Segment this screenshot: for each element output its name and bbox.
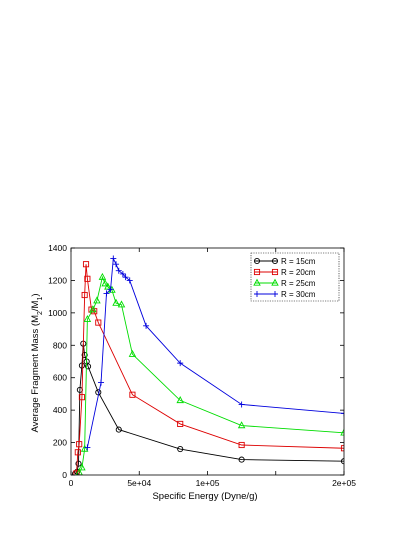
series-3-point-3 <box>80 444 89 452</box>
legend-marker-end-1 <box>271 257 279 265</box>
legend-entry-1: R = 15cm <box>253 257 316 266</box>
series-4-point-5 <box>110 255 117 262</box>
series-1-point-12 <box>177 446 184 453</box>
y-tick-label-6: 1000 <box>48 308 67 318</box>
series-3-point-7 <box>98 272 107 280</box>
series-2-point-11 <box>129 391 136 398</box>
series-2-point-7 <box>84 275 91 282</box>
series-4-point-2 <box>98 379 105 386</box>
series-3-point-2 <box>78 463 86 471</box>
x-tick-label-2: 5e+04 <box>127 478 151 488</box>
series-1-point-13 <box>238 456 245 463</box>
series-1-point-9 <box>85 363 92 370</box>
series-3-point-5 <box>89 305 97 313</box>
series-4-point-13 <box>238 401 245 408</box>
series-2-point-3 <box>76 441 83 448</box>
legend-marker-end-3 <box>271 278 279 286</box>
y-axis-label-main: Average Fragment Mass (M <box>30 315 41 433</box>
series-3-point-8 <box>101 279 109 287</box>
series-4-point-12 <box>177 360 184 367</box>
series-line-4 <box>86 256 344 448</box>
series-2-point-4 <box>78 394 85 401</box>
legend-label-2: R = 20cm <box>281 268 316 277</box>
legend-marker-end-4 <box>272 291 278 297</box>
y-tick-label-3: 400 <box>53 405 67 415</box>
series-4 <box>84 255 344 451</box>
series-4-point-4 <box>107 286 114 293</box>
series-4-point-6 <box>113 261 120 268</box>
series-3-point-14 <box>176 396 184 404</box>
series-3 <box>75 272 344 475</box>
legend: R = 15cm R = 20cm R = 25cm R = 30cm <box>250 252 340 302</box>
series-4-point-14 <box>341 410 344 417</box>
series-4-point-9 <box>122 274 129 281</box>
series-2-point-10 <box>95 319 102 326</box>
y-tick-label-7: 1200 <box>48 275 67 285</box>
series-2-point-13 <box>238 441 245 449</box>
y-tick-label-8: 1400 <box>48 243 67 253</box>
legend-label-1: R = 15cm <box>281 257 316 266</box>
series-4-point-3 <box>103 290 110 297</box>
y-tick-label-1: 0 <box>62 470 67 480</box>
legend-entry-4: R = 30cm <box>254 290 316 299</box>
x-tick-label-5: 2e+05 <box>332 478 356 488</box>
series-3-point-13 <box>128 349 137 357</box>
series-4-point-11 <box>143 322 150 329</box>
series-1-point-11 <box>115 426 122 433</box>
series-4-point-1 <box>84 444 91 451</box>
series-line-2 <box>76 264 344 474</box>
legend-label-4: R = 30cm <box>281 290 316 299</box>
axes-layer: 0 5e+04 1e+05 2e+05 0 200 400 600 800 1000 1200 140… <box>48 243 356 488</box>
series-line-1 <box>74 343 344 475</box>
legend-marker-start-3 <box>253 278 261 286</box>
y-tick-label-2: 200 <box>53 438 67 448</box>
legend-label-3: R = 25cm <box>281 279 316 288</box>
series-2-point-6 <box>82 261 90 268</box>
legend-marker-start-2 <box>253 268 261 276</box>
y-axis-label-mid: /M <box>30 300 41 311</box>
series-3-point-16 <box>340 428 344 436</box>
y-tick-label-4: 600 <box>53 373 67 383</box>
legend-entry-2: R = 20cm <box>253 268 316 277</box>
series-1-point-5 <box>78 362 85 369</box>
legend-marker-start-1 <box>253 257 261 265</box>
x-axis-label: Specific Energy (Dyne/g) <box>152 491 257 502</box>
series-4-point-8 <box>119 270 126 277</box>
y-axis-label-sub2: 1 <box>37 297 44 301</box>
series-3-point-11 <box>112 298 120 306</box>
series-2-point-12 <box>177 420 184 427</box>
series-3-point-12 <box>117 300 126 308</box>
y-axis-label: Average Fragment Mass (M2/M1) <box>30 293 44 432</box>
series-3-point-15 <box>237 421 246 429</box>
y-tick-label-5: 800 <box>53 340 67 350</box>
series-4-point-10 <box>126 277 133 284</box>
series-3-point-4 <box>83 314 92 322</box>
x-tick-label-3: 1e+05 <box>196 478 220 488</box>
series-2-point-1 <box>73 470 80 475</box>
series-3-point-6 <box>93 296 101 304</box>
legend-marker-start-4 <box>254 291 260 297</box>
series-1-point-7 <box>81 351 88 359</box>
x-tick-label-1: 0 <box>69 478 74 488</box>
legend-entry-3: R = 25cm <box>253 278 316 288</box>
series-1-point-3 <box>75 460 82 467</box>
series-2-point-5 <box>81 291 88 299</box>
series-2-point-2 <box>74 449 81 456</box>
legend-marker-end-2 <box>271 268 279 276</box>
y-axis-label-sub1: 2 <box>37 311 44 315</box>
y-axis-label-end: ) <box>30 293 41 296</box>
series-4-point-7 <box>115 267 122 274</box>
series-1 <box>72 340 344 475</box>
